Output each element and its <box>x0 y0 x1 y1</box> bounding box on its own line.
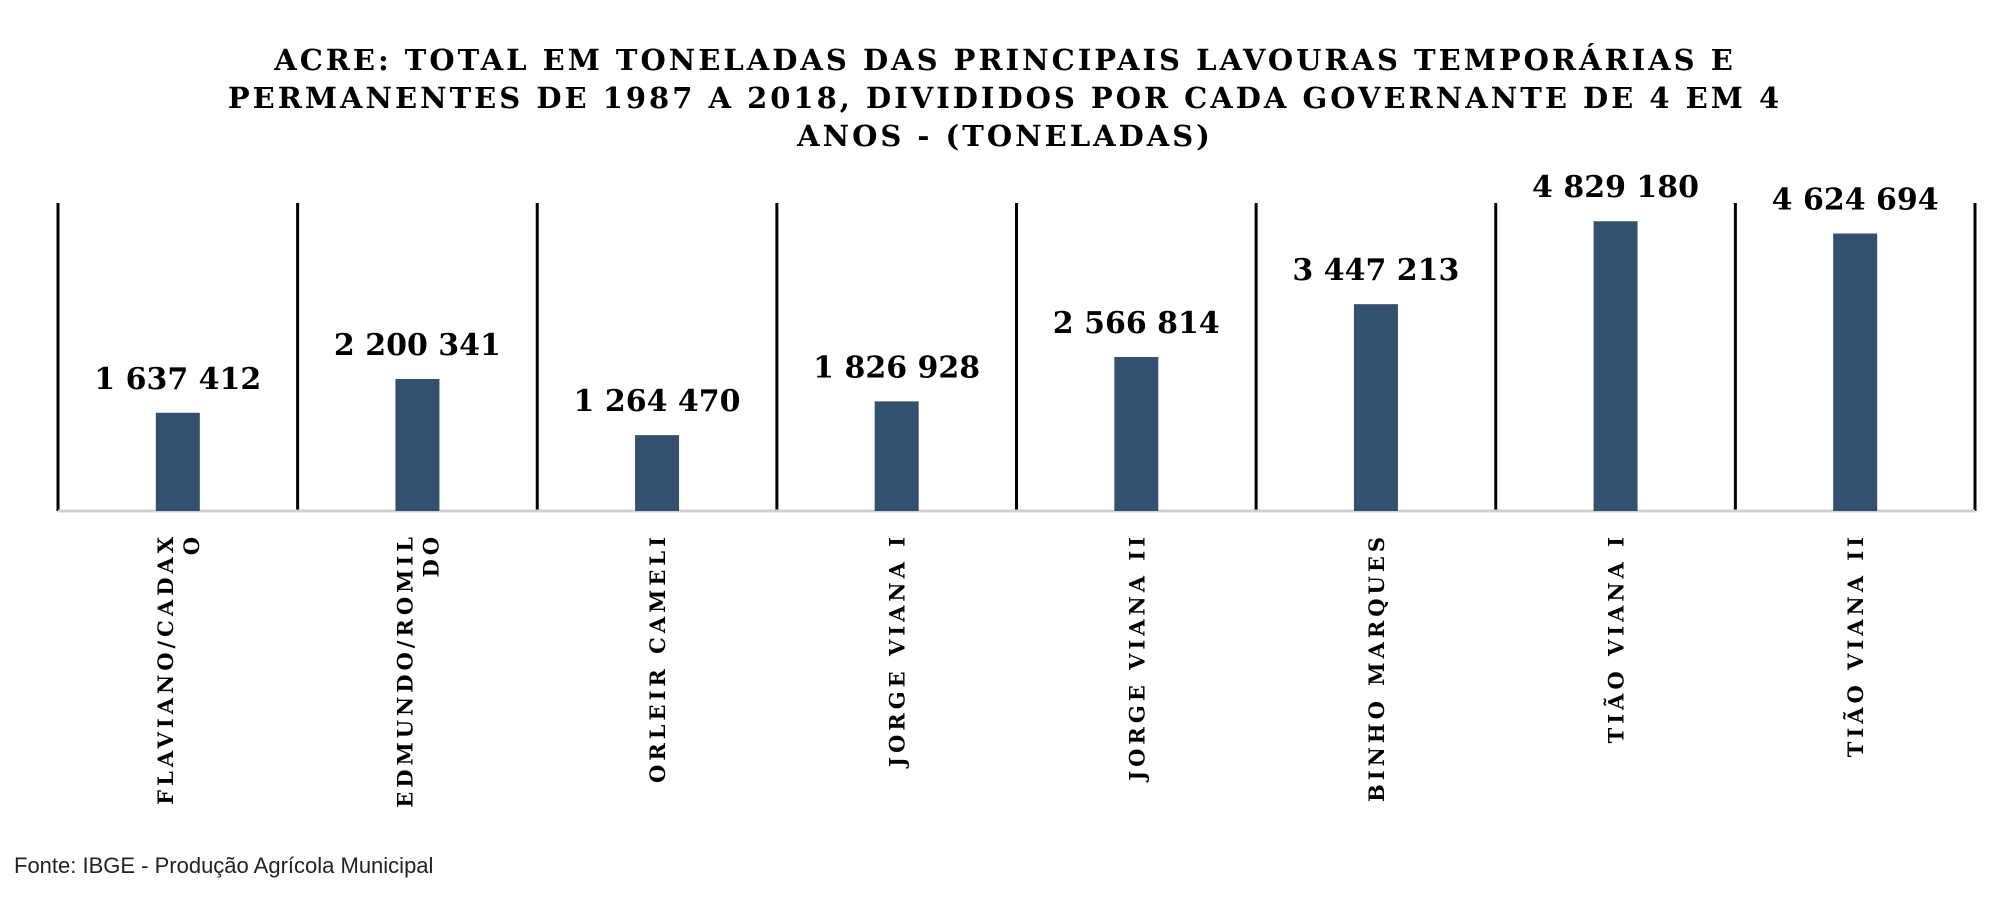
bar <box>1114 356 1159 511</box>
x-tick-label-line: FLAVIANO/CADAX <box>153 533 178 805</box>
data-label: 3 447 213 <box>1292 253 1459 288</box>
source-note: Fonte: IBGE - Produção Agrícola Municipa… <box>14 853 434 878</box>
data-label: 2 566 814 <box>1053 306 1220 341</box>
x-tick-label: TIÃO VIANA II <box>1843 533 1868 757</box>
x-tick-label: JORGE VIANA I <box>885 533 910 769</box>
x-tick-label: BINHO MARQUES <box>1364 533 1389 802</box>
chart-title-line: PERMANENTES DE 1987 A 2018, DIVIDIDOS PO… <box>228 81 1782 115</box>
bar <box>874 401 919 511</box>
x-tick-label-line: TIÃO VIANA II <box>1843 533 1868 757</box>
data-label: 4 829 180 <box>1532 170 1699 205</box>
x-tick-label: ORLEIR CAMELI <box>645 533 670 783</box>
data-label: 4 624 694 <box>1772 183 1939 218</box>
bar <box>635 435 680 511</box>
x-tick-label-line: JORGE VIANA II <box>1124 533 1149 783</box>
x-tick-label-line: EDMUNDO/ROMIL <box>392 533 417 808</box>
data-label: 1 826 928 <box>813 350 980 385</box>
data-label: 2 200 341 <box>334 328 501 363</box>
x-tick-label-line: TIÃO VIANA I <box>1604 533 1629 743</box>
x-tick-label: EDMUNDO/ROMIL DO <box>392 533 443 808</box>
data-label: 1 637 412 <box>94 362 261 397</box>
x-tick-label: TIÃO VIANA I <box>1604 533 1629 743</box>
chart-title-line: ACRE: TOTAL EM TONELADAS DAS PRINCIPAIS … <box>273 42 1736 77</box>
x-tick-label-line: BINHO MARQUES <box>1364 533 1389 802</box>
x-tick-label: FLAVIANO/CADAX O <box>153 533 204 805</box>
bar <box>395 378 440 511</box>
bar <box>1593 221 1638 511</box>
bar <box>1353 304 1398 511</box>
chart-title-line: ANOS - (TONELADAS) <box>796 119 1213 153</box>
data-label: 1 264 470 <box>574 384 741 419</box>
bar <box>155 412 200 511</box>
x-tick-label: JORGE VIANA II <box>1124 533 1149 783</box>
x-tick-label-line: DO <box>418 533 443 578</box>
x-tick-label-line: O <box>179 533 204 555</box>
x-tick-label-line: JORGE VIANA I <box>885 533 910 769</box>
x-tick-label-line: ORLEIR CAMELI <box>645 533 670 783</box>
bar <box>1833 233 1878 511</box>
